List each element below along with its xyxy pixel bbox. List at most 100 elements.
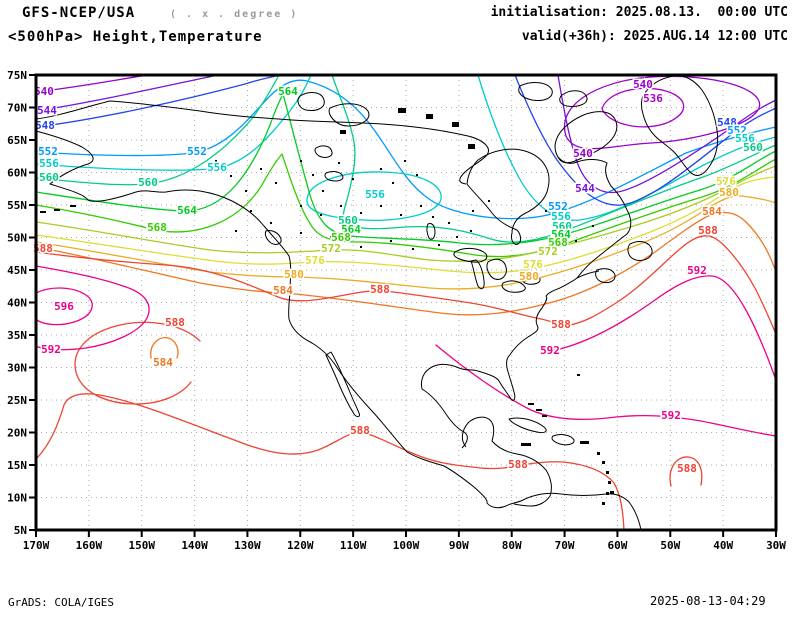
- great-lakes: [453, 247, 541, 293]
- contour-560-line: [35, 74, 280, 186]
- contour-label: 576: [305, 254, 325, 267]
- contour-label: 592: [540, 344, 560, 357]
- contour-label: 536: [643, 92, 663, 105]
- lon-label: 30W: [766, 539, 786, 552]
- lon-label: 160W: [76, 539, 103, 552]
- contour-label: 596: [54, 300, 74, 313]
- lon-label: 60W: [607, 539, 627, 552]
- coastline-vancouver-island: [264, 230, 282, 245]
- coastline-hudson-bay: [466, 148, 550, 245]
- contour-label: 592: [41, 343, 61, 356]
- contour-label: 592: [687, 264, 707, 277]
- contour-584-line: [35, 211, 777, 316]
- coastline-hispaniola: [551, 434, 575, 446]
- contour-552-line: [35, 79, 777, 220]
- contour-576-line: [35, 176, 777, 274]
- coastline-greenland: [641, 75, 719, 176]
- contour-label: 560: [743, 141, 763, 154]
- contour-label: 552: [727, 124, 747, 137]
- coastline-newfoundland: [627, 241, 653, 261]
- contour-label: 540: [633, 78, 653, 91]
- page-title: <500hPa> Height,Temperature: [8, 29, 263, 45]
- lon-label: 130W: [234, 539, 261, 552]
- lat-label: 5N: [14, 524, 27, 537]
- contour-556-low: [306, 171, 442, 221]
- contour-label: 568: [548, 236, 568, 249]
- lat-label: 35N: [7, 329, 27, 342]
- contour-label: 576: [716, 175, 736, 188]
- coastline-arctic: [35, 100, 489, 185]
- contour-548-line: [35, 74, 283, 128]
- contour-580-line: [35, 195, 777, 290]
- lon-label: 50W: [660, 539, 680, 552]
- contour-label: 544: [575, 182, 595, 195]
- graticule-grid: [36, 75, 776, 530]
- contour-label: 556: [39, 157, 59, 170]
- contour-588-line: [35, 393, 625, 531]
- lon-label: 40W: [713, 539, 733, 552]
- contour-label: 564: [278, 85, 298, 98]
- contour-label: 556: [735, 132, 755, 145]
- contour-label: 584: [273, 284, 293, 297]
- coastline-ellesmere: [518, 82, 588, 107]
- coastline-yucatan-centralamerica: [461, 416, 552, 507]
- contour-label: 584: [153, 356, 173, 369]
- contour-544-line: [35, 74, 219, 112]
- contour-label: 592: [661, 409, 681, 422]
- units-note: ( . x . degree ): [170, 9, 299, 20]
- contour-label: 588: [677, 462, 697, 475]
- grads-credit: GrADS: COLA/IGES: [8, 596, 114, 609]
- contour-label: 548: [717, 116, 737, 129]
- contour-label: 588: [698, 224, 718, 237]
- contour-556-line: [35, 74, 312, 171]
- creation-timestamp: 2025-08-13-04:29: [650, 594, 766, 608]
- contour-568-line: [35, 153, 777, 258]
- contour-label: 588: [350, 424, 370, 437]
- init-time-label: initialisation: 2025.08.13. 00:00 UTC: [490, 5, 788, 20]
- lat-label: 15N: [7, 459, 27, 472]
- contour-label: 556: [365, 188, 385, 201]
- lat-label: 55N: [7, 199, 27, 212]
- contour-560-line: [331, 74, 777, 243]
- contour-label: 580: [719, 186, 739, 199]
- contour-label: 552: [548, 200, 568, 213]
- lat-label: 30N: [7, 362, 27, 375]
- lat-label: 70N: [7, 102, 27, 115]
- contour-540-low: [563, 75, 761, 150]
- contour-label: 568: [147, 221, 167, 234]
- contour-548-line: [514, 74, 777, 206]
- coastline-victoria-island: [328, 103, 370, 127]
- contour-588-cutoff: [74, 321, 201, 405]
- lat-label: 65N: [7, 134, 27, 147]
- contour-label: 576: [523, 258, 543, 271]
- contour-label: 580: [284, 268, 304, 281]
- contour-label: 572: [538, 245, 558, 258]
- axis-labels: 170W 160W 150W 140W 130W 120W 110W 100W 90W 80W 70…: [7, 69, 786, 552]
- contour-label: 588: [508, 458, 528, 471]
- contour-label: 548: [35, 119, 55, 132]
- lon-label: 80W: [502, 539, 522, 552]
- contour-label: 560: [552, 220, 572, 233]
- contour-label: 552: [38, 145, 58, 158]
- contour-label: 556: [551, 210, 571, 223]
- lat-label: 50N: [7, 232, 27, 245]
- contour-label: 588: [165, 316, 185, 329]
- contour-596-high: [35, 287, 93, 326]
- coastline-baja: [325, 351, 360, 417]
- contour-label: 564: [341, 223, 361, 236]
- coastline-novascotia: [595, 268, 616, 284]
- contour-label: 584: [702, 205, 722, 218]
- contour-label: 588: [551, 318, 571, 331]
- coastline-pacific: [35, 130, 524, 509]
- contour-label: 556: [207, 161, 227, 174]
- lon-label: 120W: [287, 539, 314, 552]
- contour-592-ridge: [544, 275, 777, 381]
- contour-label: 564: [551, 228, 571, 241]
- contour-label: 540: [34, 85, 54, 98]
- contour-label: 560: [338, 214, 358, 227]
- model-title: GFS-NCEP/USA: [22, 5, 136, 21]
- coastline-labrador: [557, 156, 632, 279]
